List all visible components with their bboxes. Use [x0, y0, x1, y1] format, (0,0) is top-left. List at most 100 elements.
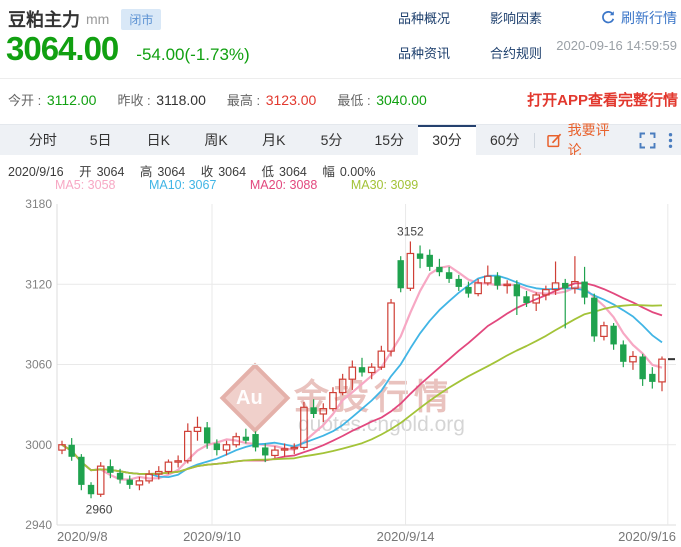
candle-up — [338, 378, 347, 394]
candle-down — [436, 266, 443, 273]
tab-60min[interactable]: 60分 — [489, 132, 520, 148]
link-contract-rules[interactable]: 合约规则 — [490, 46, 543, 61]
tab-monthly-k[interactable]: 月K — [262, 132, 286, 148]
y-axis-label: 3060 — [25, 358, 52, 372]
header-divider — [0, 78, 681, 79]
candle-up — [164, 461, 173, 473]
market-status-badge: 闭市 — [121, 8, 162, 30]
tab-daily-k[interactable]: 日K — [146, 132, 170, 148]
candle-down — [610, 325, 617, 345]
bar-amplitude: 0.00% — [339, 165, 376, 179]
candle-up — [474, 282, 482, 295]
price-row: 3064.00 -54.00(-1.73%) — [6, 30, 250, 68]
candle-down — [358, 367, 366, 373]
x-axis-label: 2020/9/14 — [377, 529, 435, 544]
candle-down — [426, 254, 433, 267]
bar-date: 2020/9/16 — [8, 165, 64, 179]
candle-down — [649, 373, 656, 382]
candle-up — [222, 444, 231, 451]
candle-down — [397, 260, 404, 289]
bar-high: 3064 — [157, 165, 186, 179]
candle-up — [571, 280, 579, 289]
instrument-code: mm — [86, 11, 110, 27]
link-influence-factors[interactable]: 影响因素 — [490, 11, 543, 26]
edit-comment-icon — [546, 133, 562, 148]
candle-down — [242, 436, 250, 441]
bar-low: 3064 — [279, 165, 307, 179]
candle-up — [387, 302, 395, 352]
candle-down — [203, 427, 211, 444]
candle-down — [78, 456, 85, 485]
x-axis-label: 2020/9/8 — [57, 529, 108, 544]
stats-row: 今开 : 3112.00 昨收 : 3118.00 最高 : 3123.00 最… — [8, 90, 427, 109]
candle-up — [280, 448, 289, 451]
refresh-label: 刷新行情 — [621, 10, 677, 26]
refresh-quotes-button[interactable]: 刷新行情 — [600, 8, 677, 28]
tabbar-divider — [533, 132, 535, 148]
stat-high: 最高 : 3123.00 — [226, 92, 317, 108]
open-app-cta[interactable]: 打开APP查看完整行情 — [527, 92, 678, 109]
more-menu-button[interactable] — [668, 132, 673, 149]
tab-30min[interactable]: 30分 — [418, 125, 476, 155]
candle-up — [184, 430, 192, 462]
candle-up — [406, 252, 415, 289]
y-axis-label: 2940 — [25, 518, 52, 532]
candle-up — [154, 470, 163, 475]
candle-down — [116, 472, 124, 480]
candle-down — [126, 479, 133, 485]
candle-up — [96, 465, 105, 495]
ma5-value: MA5: 3058 — [55, 178, 116, 192]
quote-timestamp: 2020-09-16 14:59:59 — [556, 38, 677, 53]
candle-down — [494, 276, 501, 286]
tab-15min[interactable]: 15分 — [374, 132, 405, 148]
refresh-icon — [600, 10, 616, 26]
comment-button[interactable]: 我要评论 — [546, 120, 623, 160]
tab-weekly-k[interactable]: 周K — [204, 132, 228, 148]
candle-up — [290, 446, 299, 450]
candle-down — [107, 466, 114, 473]
ma-line-ma20 — [61, 282, 663, 475]
candle-down — [213, 443, 221, 451]
candle-down — [639, 356, 646, 380]
candle-up — [300, 406, 308, 449]
candle-up — [135, 480, 144, 486]
header-title-row: 豆粕主力 mm 闭市 — [8, 6, 162, 32]
fullscreen-button[interactable] — [639, 132, 656, 149]
link-variety-overview[interactable]: 品种概况 — [398, 11, 451, 26]
tab-5day[interactable]: 5日 — [89, 132, 112, 148]
bar-close: 3064 — [218, 165, 247, 179]
candle-down — [455, 278, 462, 287]
candle-up — [532, 294, 540, 304]
candle-up — [232, 436, 240, 446]
candle-up — [658, 358, 666, 383]
header-links: 品种概况 影响因素 品种资讯 合约规则 — [398, 8, 578, 62]
x-axis-label: 2020/9/16 — [618, 529, 676, 544]
candle-up — [174, 460, 182, 463]
candle-up — [629, 355, 637, 363]
candle-up — [551, 282, 560, 291]
candle-down — [513, 284, 521, 297]
y-axis-label: 3180 — [25, 197, 52, 211]
tab-5min[interactable]: 5分 — [320, 132, 343, 148]
candle-down — [523, 296, 530, 303]
candle-up — [542, 288, 550, 296]
candle-down — [416, 253, 424, 259]
candle-up — [319, 408, 328, 415]
candle-down — [465, 286, 472, 294]
candle-up — [58, 444, 66, 451]
candle-down — [252, 434, 259, 448]
stat-open: 今开 : 3112.00 — [8, 92, 97, 108]
ma-values-row: MA5: 3058 MA10: 3067 MA20: 3088 MA30: 30… — [55, 178, 448, 192]
y-axis-label: 3120 — [25, 277, 52, 291]
candle-down — [262, 447, 269, 456]
candle-down — [620, 344, 627, 362]
candle-up — [145, 473, 153, 482]
link-variety-news[interactable]: 品种资讯 — [398, 46, 451, 61]
tab-timeline[interactable]: 分时 — [28, 132, 57, 148]
low-annotation: 2960 — [86, 502, 113, 516]
candle-down — [591, 297, 598, 337]
candle-up — [503, 283, 511, 287]
candle-up — [377, 350, 386, 368]
candle-up — [271, 449, 279, 457]
high-annotation: 3152 — [397, 224, 424, 238]
